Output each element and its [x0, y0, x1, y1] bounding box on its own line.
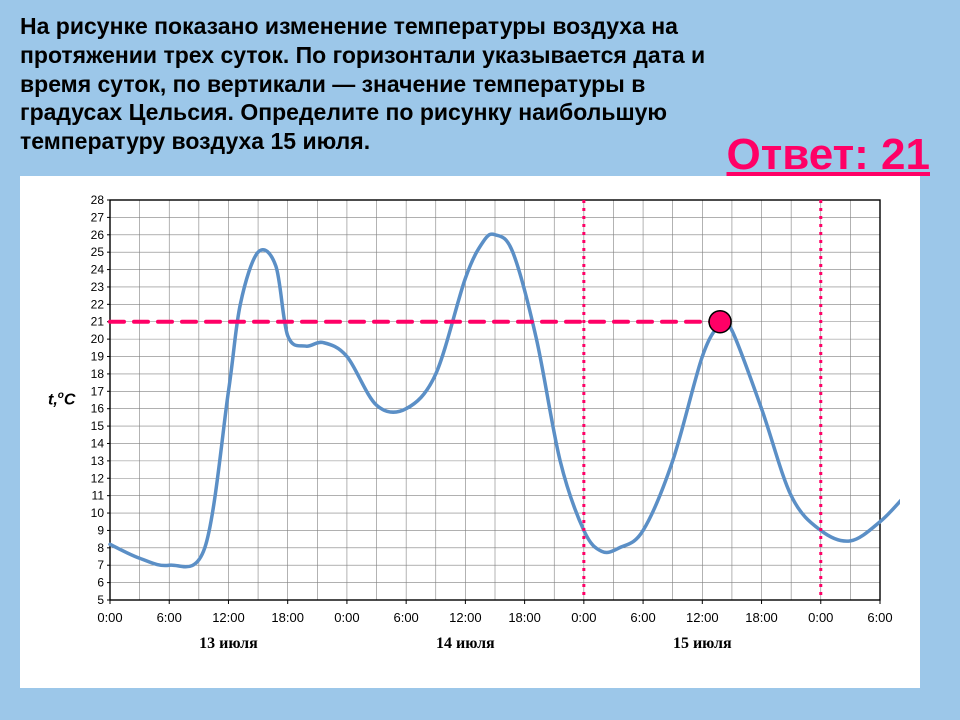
svg-text:0:00: 0:00	[571, 610, 596, 625]
svg-text:10: 10	[91, 506, 105, 520]
svg-text:12: 12	[91, 471, 105, 485]
svg-text:19: 19	[91, 349, 105, 363]
svg-text:7: 7	[97, 558, 104, 572]
svg-text:28: 28	[91, 193, 105, 207]
chart-area: t,oC 5 6 7 8 9 10 11 12 13 14 15 16 17 18 19 20 21 22 23 24…	[40, 190, 900, 668]
svg-text:16: 16	[91, 401, 105, 415]
svg-text:14 июля: 14 июля	[436, 635, 495, 652]
svg-text:6:00: 6:00	[630, 610, 655, 625]
svg-text:11: 11	[92, 488, 105, 502]
svg-text:20: 20	[91, 332, 105, 346]
svg-text:6:00: 6:00	[393, 610, 418, 625]
svg-text:22: 22	[91, 297, 105, 311]
svg-text:5: 5	[97, 593, 104, 607]
svg-text:14: 14	[91, 436, 105, 450]
svg-text:18:00: 18:00	[745, 610, 778, 625]
svg-text:9: 9	[97, 523, 104, 537]
svg-text:18:00: 18:00	[271, 610, 304, 625]
svg-text:12:00: 12:00	[212, 610, 245, 625]
svg-text:21: 21	[91, 314, 105, 328]
svg-text:25: 25	[91, 245, 105, 259]
svg-text:15: 15	[91, 419, 105, 433]
svg-text:0:00: 0:00	[334, 610, 359, 625]
svg-text:13 июля: 13 июля	[199, 635, 258, 652]
svg-text:15 июля: 15 июля	[673, 635, 732, 652]
svg-text:12:00: 12:00	[449, 610, 482, 625]
temperature-chart: 5 6 7 8 9 10 11 12 13 14 15 16 17 18 19 20 21 22 23 24 25 26 2…	[40, 190, 900, 668]
svg-text:26: 26	[91, 228, 105, 242]
svg-text:13: 13	[91, 454, 105, 468]
answer-label: Ответ: 21	[727, 130, 931, 180]
svg-text:23: 23	[91, 280, 105, 294]
svg-text:6:00: 6:00	[867, 610, 892, 625]
svg-text:12:00: 12:00	[686, 610, 719, 625]
svg-text:0:00: 0:00	[808, 610, 833, 625]
svg-text:18:00: 18:00	[508, 610, 541, 625]
svg-text:6: 6	[97, 575, 104, 589]
svg-text:17: 17	[91, 384, 105, 398]
svg-text:18: 18	[91, 367, 105, 381]
chart-panel: t,oC 5 6 7 8 9 10 11 12 13 14 15 16 17 18 19 20 21 22 23 24…	[20, 176, 920, 688]
problem-text: На рисунке показано изменение температур…	[20, 12, 740, 156]
svg-text:6:00: 6:00	[157, 610, 182, 625]
y-axis-label: t,oC	[48, 390, 75, 409]
svg-text:24: 24	[91, 262, 105, 276]
svg-text:8: 8	[97, 541, 104, 555]
svg-text:0:00: 0:00	[97, 610, 122, 625]
svg-text:27: 27	[91, 210, 105, 224]
